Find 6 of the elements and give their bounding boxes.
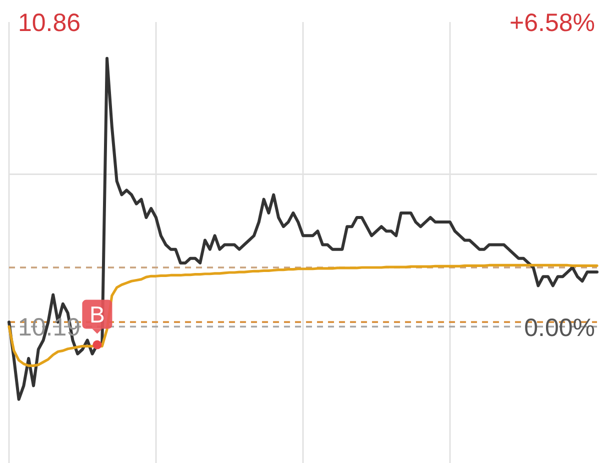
y2-tick-label: 0.00%: [524, 314, 595, 342]
y2-tick-label: +6.58%: [510, 9, 595, 37]
annotation: B: [90, 302, 105, 328]
line-series: [8, 56, 598, 401]
y-tick-label: 10.86: [18, 9, 81, 37]
line-series: [8, 264, 598, 368]
